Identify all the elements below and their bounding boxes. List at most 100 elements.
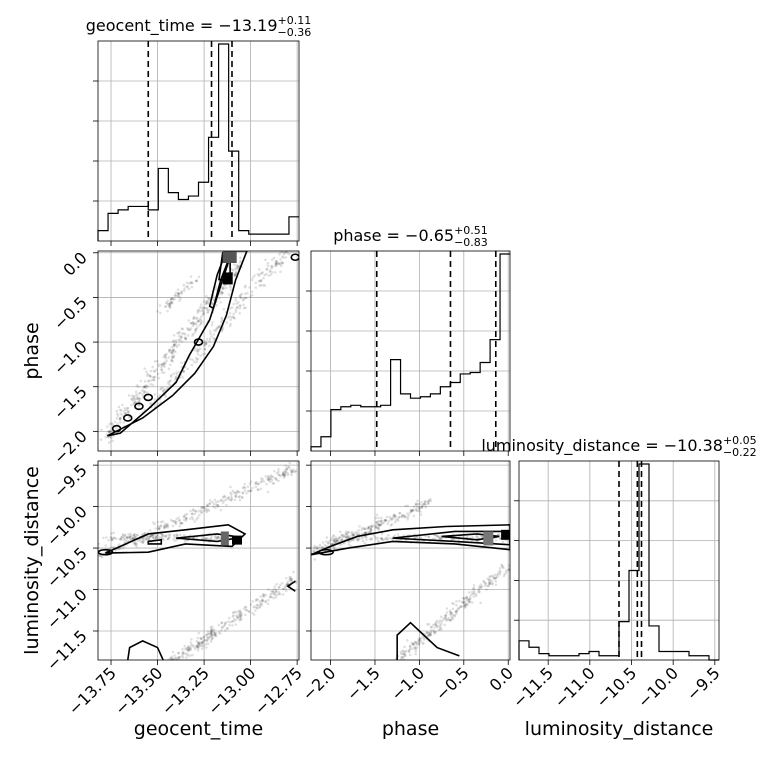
geocent-time-vs-phase-point bbox=[195, 358, 199, 362]
phase-vs-luminosity-distance-contour-middle bbox=[392, 530, 510, 546]
phase-vs-luminosity-distance-point bbox=[427, 535, 430, 538]
geocent-time-vs-luminosity-distance-point bbox=[126, 539, 129, 543]
phase-vs-luminosity-distance-point bbox=[334, 536, 338, 539]
phase-vs-luminosity-distance-point bbox=[422, 638, 426, 641]
geocent-time-vs-phase-point bbox=[170, 359, 173, 362]
geocent-time-vs-luminosity-distance-point bbox=[216, 504, 220, 507]
phase-vs-luminosity-distance-point bbox=[341, 535, 345, 539]
geocent-time-vs-luminosity-distance-point bbox=[141, 541, 145, 544]
geocent-time-vs-phase-point bbox=[256, 272, 260, 276]
geocent-time-vs-luminosity-distance-point bbox=[289, 468, 292, 471]
geocent-time-vs-phase-point bbox=[198, 317, 202, 321]
geocent-time-vs-phase-point bbox=[284, 256, 288, 259]
geocent-time-vs-luminosity-distance-point bbox=[190, 643, 193, 647]
geocent-time-vs-luminosity-distance-point bbox=[255, 480, 258, 484]
geocent-time-vs-luminosity-distance-point bbox=[171, 661, 174, 664]
geocent-time-xtick-label: −13.25 bbox=[158, 663, 213, 718]
geocent-time-vs-luminosity-distance-point bbox=[210, 628, 213, 631]
geocent-time-vs-phase-point bbox=[183, 336, 187, 339]
geocent-time-vs-phase-point bbox=[171, 298, 175, 301]
geocent-time-vs-luminosity-distance-point bbox=[161, 520, 165, 523]
geocent-time-vs-luminosity-distance-point bbox=[246, 489, 250, 493]
scatter-panel-geocent-time-vs-luminosity-distance bbox=[97, 460, 300, 664]
geocent-time-vs-luminosity-distance-point bbox=[115, 537, 118, 540]
geocent-time-vs-phase-point bbox=[152, 378, 156, 382]
geocent-time-vs-phase-point bbox=[270, 258, 274, 262]
geocent-time-vs-luminosity-distance-point bbox=[255, 606, 258, 610]
geocent-time-vs-luminosity-distance-point bbox=[170, 661, 173, 664]
phase-vs-luminosity-distance-point bbox=[433, 632, 437, 635]
geocent-time-vs-phase-point bbox=[208, 337, 212, 341]
phase-vs-luminosity-distance-point bbox=[435, 623, 438, 627]
phase-vs-luminosity-distance-point bbox=[403, 650, 407, 654]
geocent-time-vs-phase-point bbox=[190, 363, 194, 367]
geocent-time-vs-phase-point bbox=[282, 256, 285, 259]
phase-vs-luminosity-distance-point bbox=[387, 519, 391, 523]
geocent-time-vs-phase-point bbox=[177, 343, 181, 347]
geocent-time-vs-luminosity-distance-point bbox=[225, 503, 228, 507]
geocent-time-vs-phase-point bbox=[235, 263, 239, 267]
phase-vs-luminosity-distance-point bbox=[455, 600, 458, 603]
phase-vs-luminosity-distance-point bbox=[411, 509, 415, 512]
geocent-time-vs-phase-point bbox=[122, 409, 126, 413]
phase-vs-luminosity-distance-point bbox=[368, 530, 372, 533]
geocent-time-vs-luminosity-distance-point bbox=[200, 511, 204, 515]
geocent-time-vs-phase-point bbox=[290, 244, 293, 247]
geocent-time-vs-luminosity-distance-point bbox=[243, 607, 246, 611]
phase-vs-luminosity-distance-point bbox=[494, 576, 498, 580]
geocent-time-vs-luminosity-distance-point bbox=[217, 631, 221, 634]
geocent-time-vs-luminosity-distance-point bbox=[281, 471, 285, 474]
geocent-time-vs-luminosity-distance-point bbox=[124, 535, 128, 539]
phase-vs-luminosity-distance-point bbox=[406, 639, 409, 642]
geocent-time-vs-phase-point bbox=[209, 332, 212, 336]
geocent-time-vs-luminosity-distance-point bbox=[262, 593, 265, 596]
geocent-time-vs-luminosity-distance-point bbox=[238, 619, 242, 622]
geocent-time-vs-phase-point bbox=[143, 385, 146, 389]
geocent-time-vs-luminosity-distance-point bbox=[219, 498, 223, 502]
phase-vs-luminosity-distance-point bbox=[330, 536, 334, 540]
geocent-time-vs-phase-point bbox=[239, 304, 242, 308]
geocent-time-vs-luminosity-distance-point bbox=[159, 524, 163, 527]
geocent-time-vs-phase-contour-outer bbox=[106, 251, 248, 437]
phase-vs-luminosity-distance-point bbox=[373, 535, 377, 539]
phase-vs-luminosity-distance-point bbox=[365, 536, 368, 539]
geocent-time-vs-phase-point bbox=[142, 389, 146, 393]
phase-vs-luminosity-distance-point bbox=[350, 530, 354, 534]
geocent-time-vs-luminosity-distance-point bbox=[284, 470, 288, 474]
geocent-time-vs-phase-point bbox=[272, 256, 276, 260]
geocent-time-vs-phase-point bbox=[211, 301, 214, 305]
phase-vs-luminosity-distance-point bbox=[345, 533, 348, 536]
geocent-time-vs-phase-point bbox=[134, 400, 137, 404]
geocent-time-vs-luminosity-distance-contour-edge bbox=[286, 580, 296, 592]
phase-vs-luminosity-distance-point bbox=[449, 611, 453, 614]
geocent-time-vs-phase-point bbox=[234, 272, 237, 275]
geocent-time-vs-luminosity-distance-point bbox=[246, 485, 250, 488]
phase-vs-luminosity-distance-point bbox=[358, 525, 361, 528]
geocent-time-frame bbox=[97, 40, 300, 242]
phase-vs-luminosity-distance-point bbox=[372, 524, 375, 527]
phase-vs-luminosity-distance-point bbox=[462, 600, 466, 604]
geocent-time-vs-phase-point bbox=[139, 379, 143, 383]
geocent-time-vs-phase-point bbox=[136, 397, 139, 400]
geocent-time-vs-luminosity-distance-point bbox=[185, 656, 188, 659]
geocent-time-vs-phase-point bbox=[195, 326, 199, 329]
geocent-time-vs-phase-point bbox=[192, 322, 196, 326]
geocent-time-vs-luminosity-distance-point bbox=[146, 537, 150, 541]
geocent-time-vs-phase-point bbox=[203, 352, 207, 355]
phase-vs-luminosity-distance-point bbox=[356, 538, 359, 541]
phase-vs-luminosity-distance-point bbox=[425, 631, 429, 635]
phase-vs-luminosity-distance-point bbox=[362, 532, 366, 535]
phase-vs-luminosity-distance-point bbox=[444, 613, 447, 617]
geocent-time-vs-luminosity-distance-point bbox=[290, 577, 293, 581]
geocent-time-title-plus: +0.11 bbox=[278, 14, 312, 27]
geocent-time-vs-phase-point bbox=[145, 386, 148, 390]
geocent-time-vs-luminosity-distance-point bbox=[181, 652, 185, 656]
geocent-time-vs-luminosity-distance-point bbox=[186, 645, 190, 648]
phase-vs-luminosity-distance-point bbox=[356, 539, 359, 542]
geocent-time-vs-phase-point bbox=[203, 339, 207, 343]
geocent-time-vs-phase-point bbox=[235, 302, 238, 305]
phase-vs-luminosity-distance-point bbox=[415, 503, 418, 507]
geocent-time-vs-luminosity-distance-point bbox=[193, 647, 197, 651]
geocent-time-vs-luminosity-distance-point bbox=[284, 587, 287, 590]
